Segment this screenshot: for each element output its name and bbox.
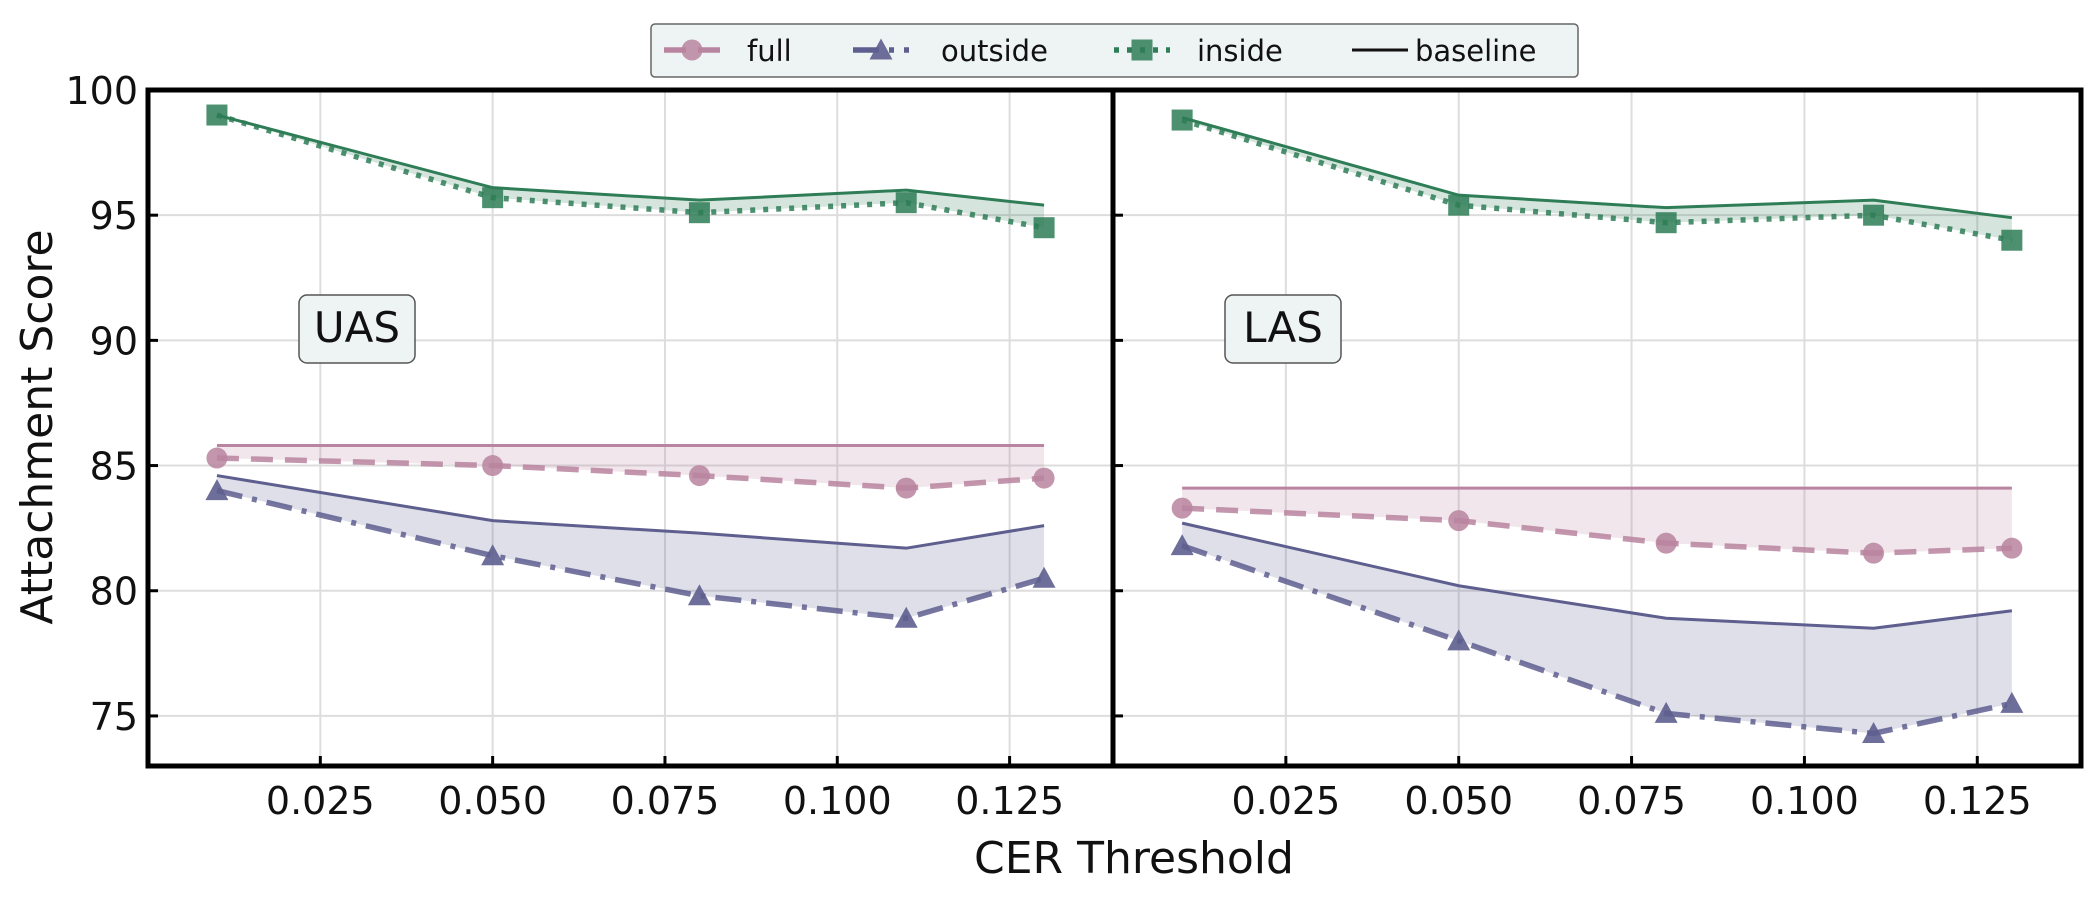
x-tick-label: 0.050 xyxy=(438,779,547,823)
x-tick-label: 0.075 xyxy=(1577,779,1686,823)
point-inside xyxy=(895,192,917,214)
legend-label: outside xyxy=(941,34,1048,68)
point-outside xyxy=(894,606,918,628)
point-full xyxy=(1171,497,1193,519)
point-inside xyxy=(688,202,710,224)
point-outside xyxy=(1447,629,1471,651)
legend-marker xyxy=(1131,39,1153,61)
plot-frame xyxy=(145,87,1116,769)
x-tick-label: 0.050 xyxy=(1404,779,1513,823)
point-inside xyxy=(1655,212,1677,234)
panel-label: LAS xyxy=(1243,303,1323,352)
point-outside xyxy=(1862,721,1886,743)
legend-entry-outside: outside xyxy=(853,34,1048,68)
y-tick-label: 75 xyxy=(90,695,138,739)
point-full xyxy=(206,447,228,469)
point-full xyxy=(1863,542,1885,564)
point-inside xyxy=(1033,217,1055,239)
y-tick-label: 100 xyxy=(65,69,138,113)
x-tick-label: 0.125 xyxy=(955,779,1064,823)
point-inside xyxy=(206,104,228,126)
point-outside xyxy=(205,479,229,501)
x-axis-label: CER Threshold xyxy=(974,833,1294,884)
baseline-line-inside xyxy=(216,113,1045,207)
legend-label: full xyxy=(747,34,792,68)
point-outside xyxy=(1032,566,1056,588)
panel-uas: 0.025 0.050 0.075 0.100 0.125 75 80 85 90 95 100 UA… xyxy=(65,69,1116,823)
point-inside xyxy=(1448,194,1470,216)
x-tick-label: 0.100 xyxy=(783,779,892,823)
y-tick-label: 90 xyxy=(90,319,138,363)
baseline-line-outside xyxy=(216,474,1045,550)
x-tick-label: 0.025 xyxy=(1231,779,1340,823)
point-full xyxy=(1448,510,1470,532)
legend-entry-full: full xyxy=(664,34,792,68)
plot-frame xyxy=(1110,87,2084,769)
point-inside xyxy=(2001,229,2023,251)
fill-band-outside xyxy=(1182,523,2012,734)
point-inside xyxy=(1863,204,1885,226)
point-outside xyxy=(687,584,711,606)
point-full xyxy=(2001,537,2023,559)
panel-label-box xyxy=(1224,294,1342,364)
point-inside xyxy=(482,187,504,209)
series-line-inside xyxy=(1181,117,2013,243)
point-full xyxy=(1655,532,1677,554)
legend-entry-baseline: baseline xyxy=(1352,34,1536,68)
y-tick-label: 80 xyxy=(90,570,138,614)
legend-marker xyxy=(869,38,893,60)
x-tick-label: 0.100 xyxy=(1750,779,1859,823)
legend-label: inside xyxy=(1197,34,1283,68)
x-tick-label: 0.075 xyxy=(611,779,720,823)
point-full xyxy=(688,465,710,487)
fill-band-full xyxy=(1182,488,2012,554)
legend: full outside inside baseline xyxy=(650,23,1579,78)
y-tick-label: 95 xyxy=(90,194,138,238)
panel-label: UAS xyxy=(314,303,400,352)
y-tick-label: 85 xyxy=(90,445,138,489)
panel-las: 0.025 0.050 0.075 0.100 0.125 LAS xyxy=(1110,87,2084,823)
legend-entry-inside: inside xyxy=(1114,34,1283,68)
point-full xyxy=(1033,467,1055,489)
point-full xyxy=(895,477,917,499)
baseline-line-outside xyxy=(1181,521,2013,630)
fill-band-outside xyxy=(216,475,1045,619)
fill-band-inside xyxy=(1182,117,2012,241)
x-tick-label: 0.025 xyxy=(266,779,375,823)
legend-marker xyxy=(681,39,703,61)
point-outside xyxy=(1654,701,1678,723)
x-tick-label: 0.125 xyxy=(1923,779,2032,823)
legend-label: baseline xyxy=(1415,34,1536,68)
point-outside xyxy=(1170,534,1194,556)
baseline-line-inside xyxy=(1181,116,2013,220)
point-outside xyxy=(2000,691,2024,713)
panel-label-box xyxy=(298,294,416,364)
series-line-inside xyxy=(216,112,1045,231)
point-outside xyxy=(481,544,505,566)
point-full xyxy=(482,455,504,477)
point-inside xyxy=(1171,109,1193,131)
y-axis-label: Attachment Score xyxy=(12,229,63,624)
fill-band-inside xyxy=(216,115,1045,228)
fill-band-full xyxy=(216,445,1045,489)
